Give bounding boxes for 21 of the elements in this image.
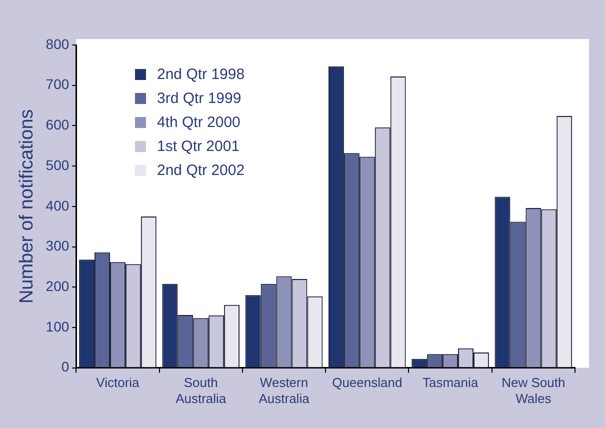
legend-label: 3rd Qtr 1999: [157, 90, 242, 106]
y-tick-label: 0: [61, 358, 70, 375]
legend-label: 4th Qtr 2000: [157, 114, 240, 130]
y-tick-label: 500: [46, 156, 70, 173]
y-tick-label: 100: [46, 318, 70, 334]
y-axis-title: Number of notifications: [16, 109, 38, 304]
x-tick-label: South Australia: [176, 375, 227, 406]
y-tick-label: 600: [46, 116, 70, 133]
x-tick-label: Queensland: [332, 375, 402, 390]
x-tick-label: New South Wales: [502, 375, 566, 406]
x-tick-label: Western Australia: [258, 375, 310, 406]
y-tick-label: 200: [46, 278, 70, 294]
y-tick-label: 400: [46, 197, 70, 214]
y-tick-label: 700: [46, 76, 70, 92]
legend-label: 1st Qtr 2001: [157, 138, 240, 154]
legend-label: 2nd Qtr 1998: [157, 66, 245, 82]
y-tick-label: 800: [46, 36, 70, 52]
x-tick-label: Victoria: [96, 375, 140, 390]
y-tick-label: 300: [46, 238, 70, 254]
legend-label: 2nd Qtr 2002: [157, 162, 245, 178]
x-tick-label: Tasmania: [422, 375, 479, 390]
